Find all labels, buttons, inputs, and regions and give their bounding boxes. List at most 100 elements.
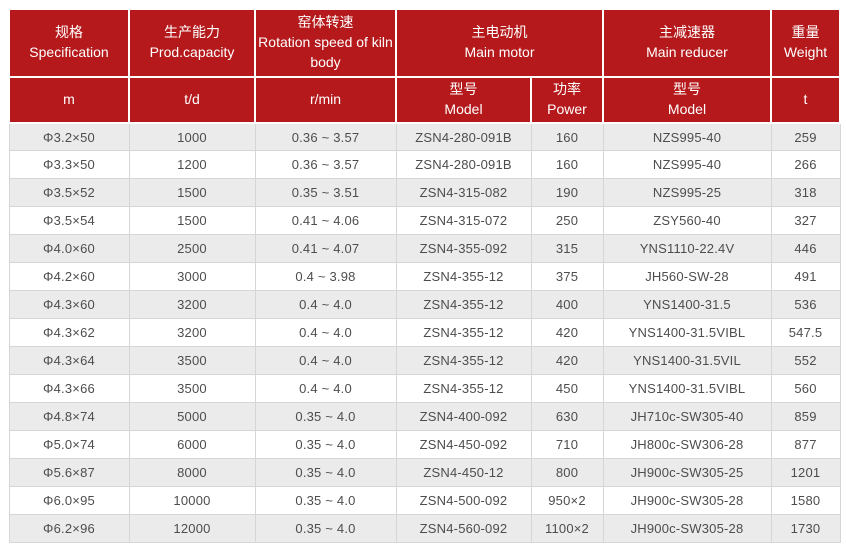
table-cell: 250 xyxy=(530,206,604,236)
header-cell-specification: 规格 Specification xyxy=(8,8,130,78)
header-unit-rmin: r/min xyxy=(254,76,397,124)
table-row: Φ6.0×95 10000 0.35 ~ 4.0 ZSN4-500-092 950×2 J… xyxy=(8,486,841,516)
table-cell: 3200 xyxy=(128,318,256,348)
header-motor-power: 功率 Power xyxy=(530,76,604,124)
table-cell: Φ4.3×66 xyxy=(8,374,130,404)
table-cell: 0.4 ~ 4.0 xyxy=(254,374,397,404)
header-cell-weight: 重量 Weight xyxy=(770,8,841,78)
table-cell: YNS1400-31.5 xyxy=(602,290,772,320)
table-cell: JH900c-SW305-25 xyxy=(602,458,772,488)
header-capacity-en: Prod.capacity xyxy=(149,44,235,60)
table-cell: NZS995-40 xyxy=(602,150,772,180)
table-cell: Φ3.2×50 xyxy=(8,122,130,152)
table-cell: 630 xyxy=(530,402,604,432)
reducer-model-en: Model xyxy=(667,100,707,117)
table-cell: 552 xyxy=(770,346,841,376)
table-cell: 8000 xyxy=(128,458,256,488)
table-cell: 0.35 ~ 4.0 xyxy=(254,402,397,432)
table-cell: 0.35 ~ 4.0 xyxy=(254,486,397,516)
table-cell: 327 xyxy=(770,206,841,236)
table-cell: ZSN4-400-092 xyxy=(395,402,532,432)
table-cell: 0.4 ~ 4.0 xyxy=(254,318,397,348)
unit-td-label: t/d xyxy=(184,90,200,107)
table-cell: 0.35 ~ 3.51 xyxy=(254,178,397,208)
table-cell: Φ6.0×95 xyxy=(8,486,130,516)
table-row: Φ4.0×60 2500 0.41 ~ 4.07 ZSN4-355-092 315 YNS… xyxy=(8,234,841,264)
table-cell: ZSN4-315-072 xyxy=(395,206,532,236)
header-unit-t: t xyxy=(770,76,841,124)
table-cell: 3200 xyxy=(128,290,256,320)
table-cell: 877 xyxy=(770,430,841,460)
table-cell: ZSN4-500-092 xyxy=(395,486,532,516)
table-cell: ZSN4-450-12 xyxy=(395,458,532,488)
table-cell: 800 xyxy=(530,458,604,488)
table-row: Φ3.5×52 1500 0.35 ~ 3.51 ZSN4-315-082 190 NZS… xyxy=(8,178,841,208)
reducer-model-zh: 型号 xyxy=(673,81,701,97)
table-cell: 859 xyxy=(770,402,841,432)
table-cell: Φ4.3×64 xyxy=(8,346,130,376)
table-cell: JH710c-SW305-40 xyxy=(602,402,772,432)
table-cell: 1730 xyxy=(770,514,841,544)
header-unit-m: m xyxy=(8,76,130,124)
table-row: Φ5.6×87 8000 0.35 ~ 4.0 ZSN4-450-12 800 JH900… xyxy=(8,458,841,488)
motor-power-en: Power xyxy=(547,100,587,117)
table-cell: Φ6.2×96 xyxy=(8,514,130,544)
header-cell-rotation-speed: 窑体转速 Rotation speed of kiln body xyxy=(254,8,397,78)
table-cell: 0.4 ~ 4.0 xyxy=(254,290,397,320)
table-cell: ZSN4-450-092 xyxy=(395,430,532,460)
table-cell: 1201 xyxy=(770,458,841,488)
unit-m-label: m xyxy=(63,90,75,107)
table-row: Φ5.0×74 6000 0.35 ~ 4.0 ZSN4-450-092 710 JH80… xyxy=(8,430,841,460)
table-cell: 491 xyxy=(770,262,841,292)
unit-t-label: t xyxy=(803,90,808,107)
header-weight-zh: 重量 xyxy=(791,24,820,41)
header-main-reducer-zh: 主减速器 xyxy=(659,24,715,41)
table-row: Φ4.3×66 3500 0.4 ~ 4.0 ZSN4-355-12 450 YNS140… xyxy=(8,374,841,404)
table-cell: ZSN4-280-091B xyxy=(395,150,532,180)
table-cell: ZSN4-355-12 xyxy=(395,290,532,320)
table-cell: 160 xyxy=(530,150,604,180)
table-cell: NZS995-25 xyxy=(602,178,772,208)
table-cell: 266 xyxy=(770,150,841,180)
table-cell: 950×2 xyxy=(530,486,604,516)
table-cell: 1200 xyxy=(128,150,256,180)
table-cell: 0.36 ~ 3.57 xyxy=(254,122,397,152)
table-cell: Φ5.6×87 xyxy=(8,458,130,488)
table-cell: 315 xyxy=(530,234,604,264)
table-row: Φ3.2×50 1000 0.36 ~ 3.57 ZSN4-280-091B 160 NZ… xyxy=(8,122,841,152)
table-cell: 0.4 ~ 3.98 xyxy=(254,262,397,292)
table-cell: 1100×2 xyxy=(530,514,604,544)
table-cell: 10000 xyxy=(128,486,256,516)
header-unit-td: t/d xyxy=(128,76,256,124)
header-main-reducer-en: Main reducer xyxy=(646,44,728,60)
table-header: 规格 Specification 生产能力 Prod.capacity 窑体转速… xyxy=(8,8,841,124)
table-cell: NZS995-40 xyxy=(602,122,772,152)
table-cell: 12000 xyxy=(128,514,256,544)
table-cell: 710 xyxy=(530,430,604,460)
table-cell: 1500 xyxy=(128,178,256,208)
table-cell: Φ4.8×74 xyxy=(8,402,130,432)
table-cell: Φ3.5×52 xyxy=(8,178,130,208)
table-cell: ZSN4-355-12 xyxy=(395,262,532,292)
table-cell: ZSN4-355-12 xyxy=(395,374,532,404)
table-cell: 5000 xyxy=(128,402,256,432)
header-rotation-speed-en: Rotation speed of kiln body xyxy=(258,34,393,70)
table-cell: Φ4.3×62 xyxy=(8,318,130,348)
table-row: Φ4.3×62 3200 0.4 ~ 4.0 ZSN4-355-12 420 YNS140… xyxy=(8,318,841,348)
header-capacity-zh: 生产能力 xyxy=(164,24,220,41)
kiln-spec-table: 规格 Specification 生产能力 Prod.capacity 窑体转速… xyxy=(8,8,841,544)
motor-power-zh: 功率 xyxy=(553,81,581,97)
header-specification-en: Specification xyxy=(29,44,109,60)
table-cell: 318 xyxy=(770,178,841,208)
table-cell: YNS1110-22.4V xyxy=(602,234,772,264)
table-cell: Φ4.2×60 xyxy=(8,262,130,292)
table-row: Φ4.3×64 3500 0.4 ~ 4.0 ZSN4-355-12 420 YNS140… xyxy=(8,346,841,376)
header-specification-zh: 规格 xyxy=(55,24,83,41)
table-cell: 0.41 ~ 4.06 xyxy=(254,206,397,236)
table-cell: ZSN4-560-092 xyxy=(395,514,532,544)
motor-model-zh: 型号 xyxy=(449,81,478,97)
table-cell: ZSN4-315-082 xyxy=(395,178,532,208)
table-cell: 0.4 ~ 4.0 xyxy=(254,346,397,376)
table-cell: 3000 xyxy=(128,262,256,292)
table-cell: 420 xyxy=(530,346,604,376)
